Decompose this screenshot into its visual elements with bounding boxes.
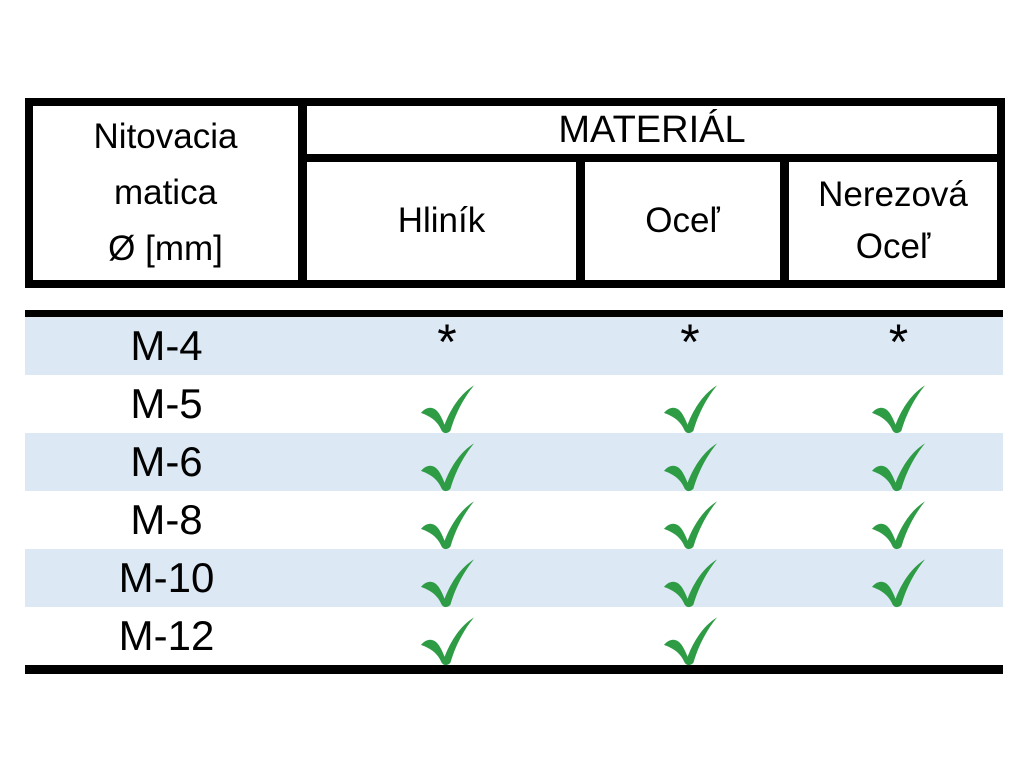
check-icon xyxy=(308,607,586,666)
check-icon xyxy=(794,433,1003,492)
data-table: M-4 * * * M-5 M-6 M-8 M-10 M-12 xyxy=(25,310,1003,674)
material-section: MATERIÁL Hliník Oceľ Nerezová Oceľ xyxy=(307,106,997,280)
asterisk-mark: * xyxy=(308,314,586,375)
check-icon xyxy=(586,375,794,434)
table-row: M-4 * * * xyxy=(25,314,1003,375)
row-size-label: M-10 xyxy=(118,554,215,601)
check-icon xyxy=(586,549,794,608)
material-title: MATERIÁL xyxy=(307,106,997,162)
row-size-label: M-4 xyxy=(130,322,203,369)
corner-header-cell: Nitovacia matica Ø [mm] xyxy=(33,106,307,280)
check-icon xyxy=(794,549,1003,608)
material-columns: Hliník Oceľ Nerezová Oceľ xyxy=(307,162,997,280)
row-size-label: M-12 xyxy=(118,612,215,659)
column-header-ocel: Oceľ xyxy=(585,162,789,280)
check-icon xyxy=(308,375,586,434)
corner-line-1: Nitovacia xyxy=(93,117,238,156)
column-header-nerezova-ocel: Nerezová Oceľ xyxy=(818,175,968,266)
corner-line-3: Ø [mm] xyxy=(108,229,223,268)
check-icon xyxy=(308,491,586,550)
table-row: M-5 xyxy=(25,375,1003,434)
check-icon xyxy=(586,433,794,492)
check-icon xyxy=(586,491,794,550)
table-row: M-6 xyxy=(25,433,1003,492)
header-table: Nitovacia matica Ø [mm] MATERIÁL Hliník … xyxy=(25,98,1005,288)
asterisk-mark: * xyxy=(794,314,1003,375)
row-size-label: M-6 xyxy=(130,438,203,485)
table-row: M-8 xyxy=(25,491,1003,550)
row-size-label: M-8 xyxy=(130,496,203,543)
asterisk-glyph: * xyxy=(437,314,457,370)
check-icon xyxy=(586,607,794,666)
asterisk-glyph: * xyxy=(680,314,700,370)
table-row: M-10 xyxy=(25,549,1003,608)
asterisk-glyph: * xyxy=(888,314,909,370)
check-icon xyxy=(308,433,586,492)
check-icon xyxy=(794,491,1003,550)
row-size-label: M-5 xyxy=(130,380,203,427)
check-icon xyxy=(308,549,586,608)
table-row: M-12 xyxy=(25,607,1003,666)
check-icon xyxy=(794,375,1003,434)
column-header-hlinik: Hliník xyxy=(307,162,585,280)
asterisk-mark: * xyxy=(586,314,794,375)
empty-cell xyxy=(794,607,1003,665)
corner-line-2: matica xyxy=(113,173,218,212)
